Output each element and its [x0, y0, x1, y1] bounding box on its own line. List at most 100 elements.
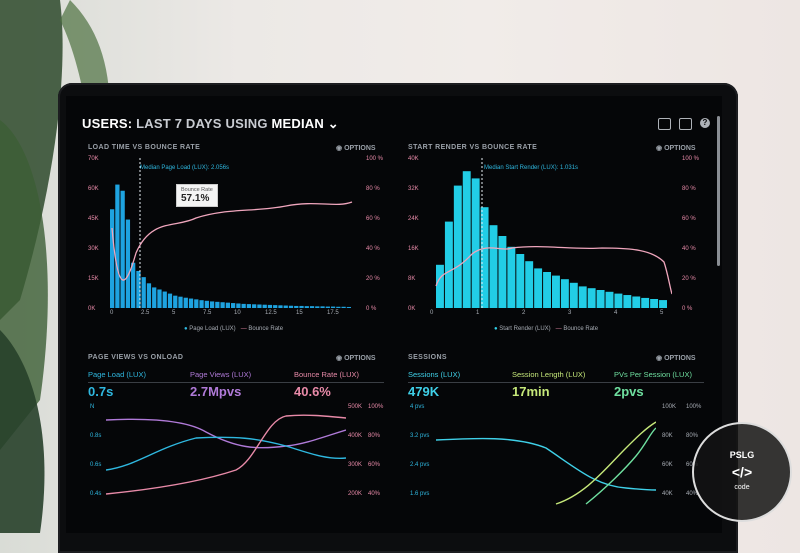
kpi-label-pvs: PVs Per Session (LUX): [614, 370, 692, 379]
y-tick-right: 20 %: [366, 276, 380, 282]
help-icon[interactable]: ?: [700, 118, 710, 128]
x-tick: 2: [522, 310, 526, 316]
kpi-value-pvs: 2pvs: [614, 384, 644, 399]
bar: [309, 306, 315, 308]
y-tick-left: N: [90, 404, 95, 410]
bar: [304, 306, 309, 308]
median-label-load: Median Page Load (LUX): 2.056s: [140, 165, 230, 171]
bar: [596, 290, 605, 308]
bar: [436, 264, 444, 308]
y-tick-left: 0.6s: [90, 462, 102, 468]
y-tick-left: 0K: [88, 306, 96, 312]
y-tick-right: 40%: [368, 491, 381, 497]
options-button-page-views[interactable]: ◉ OPTIONS: [336, 355, 376, 362]
bar: [288, 305, 294, 308]
y-tick-left: 8K: [408, 276, 416, 282]
y-tick-mid: 60K: [662, 462, 673, 468]
x-tick: 17.5: [327, 310, 339, 316]
bar: [188, 298, 194, 308]
dashboard-title[interactable]: USERS: LAST 7 DAYS USING MEDIAN ⌄: [82, 116, 339, 132]
bar: [178, 296, 183, 308]
y-tick-right: 40 %: [366, 246, 380, 252]
x-tick: 2.5: [141, 310, 150, 316]
x-tick: 7.5: [203, 310, 212, 316]
bar: [341, 306, 346, 308]
bar: [480, 207, 489, 308]
dashboard-screen: USERS: LAST 7 DAYS USING MEDIAN ⌄ ? LOAD…: [66, 96, 722, 533]
chart-sessions: [436, 421, 656, 505]
kpi-divider-1: [88, 382, 384, 383]
bar: [125, 219, 131, 308]
x-tick: 4: [614, 310, 618, 316]
badge-line2: </>: [731, 464, 753, 480]
y-tick-mid: 500K: [348, 404, 363, 410]
x-tick: 12.5: [265, 310, 277, 316]
y-tick-right: 100%: [686, 404, 702, 410]
bar: [257, 304, 262, 308]
bar: [294, 305, 299, 308]
tooltip-label: Bounce Rate: [181, 187, 213, 193]
options-button-start-render[interactable]: ◉ OPTIONS: [656, 145, 696, 152]
y-tick-left: 45K: [88, 216, 99, 222]
bar: [453, 185, 462, 308]
bounce-rate-tooltip: Bounce Rate 57.1%: [176, 184, 218, 207]
bar: [152, 287, 157, 308]
bar: [471, 178, 480, 308]
y-tick-mid: 100K: [662, 404, 677, 410]
title-prefix: USERS:: [82, 116, 133, 131]
y-tick-right: 80 %: [682, 186, 696, 192]
x-tick: 15: [296, 310, 303, 316]
y-tick-right: 100 %: [366, 156, 384, 162]
bar: [241, 303, 246, 308]
desktop-icon[interactable]: [658, 118, 671, 130]
bar: [236, 303, 241, 308]
kpi-label-sessions: Sessions (LUX): [408, 370, 461, 379]
bar: [267, 304, 273, 308]
bounce-rate-line: [111, 201, 353, 281]
x-tick: 3: [568, 310, 572, 316]
bar: [315, 306, 320, 308]
y-tick-left: 2.4 pvs: [410, 462, 430, 468]
panel-title-page-views: PAGE VIEWS VS ONLOAD: [88, 354, 184, 361]
y-tick-right: 0 %: [682, 306, 693, 312]
y-tick-mid: 400K: [348, 433, 363, 439]
options-button-sessions[interactable]: ◉ OPTIONS: [656, 355, 696, 362]
y-tick-right: 60%: [368, 462, 381, 468]
bar: [516, 254, 525, 308]
y-tick-right: 0 %: [366, 306, 377, 312]
options-label: OPTIONS: [344, 145, 376, 152]
y-tick-mid: 40K: [662, 491, 673, 497]
chart-page-views: [106, 414, 346, 495]
bar: [209, 301, 215, 308]
bar: [204, 300, 209, 308]
y-tick-right: 60 %: [366, 216, 380, 222]
badge-line3: code: [734, 484, 750, 491]
bar: [231, 303, 236, 308]
chevron-down-icon[interactable]: ⌄: [327, 116, 339, 131]
options-label: OPTIONS: [664, 355, 696, 362]
bar: [569, 282, 578, 308]
badge-line1: PSLG: [729, 450, 755, 460]
kpi-value-sessions: 479K: [408, 384, 440, 399]
bar: [659, 300, 667, 308]
scrollbar[interactable]: [717, 116, 720, 266]
image-icon[interactable]: [679, 118, 692, 130]
bar: [325, 306, 330, 308]
kpi-label-bounce: Bounce Rate (LUX): [294, 370, 360, 379]
y-tick-left: 40K: [408, 156, 419, 162]
y-tick-right: 20 %: [682, 276, 696, 282]
y-tick-right: 40%: [686, 491, 699, 497]
y-tick-left: 70K: [88, 156, 99, 162]
y-tick-left: 30K: [88, 246, 99, 252]
y-tick-left: 15K: [88, 276, 99, 282]
bar: [534, 268, 543, 308]
bar: [444, 221, 453, 308]
options-button-load-time[interactable]: ◉ OPTIONS: [336, 145, 376, 152]
bar: [157, 289, 162, 308]
legend-bounce-rate-2: Bounce Rate: [563, 326, 599, 332]
bar: [283, 305, 288, 308]
bar: [543, 272, 551, 308]
title-using: USING: [225, 116, 268, 131]
kpi-value-page-load: 0.7s: [88, 384, 114, 399]
y-tick-left: 16K: [408, 246, 419, 252]
